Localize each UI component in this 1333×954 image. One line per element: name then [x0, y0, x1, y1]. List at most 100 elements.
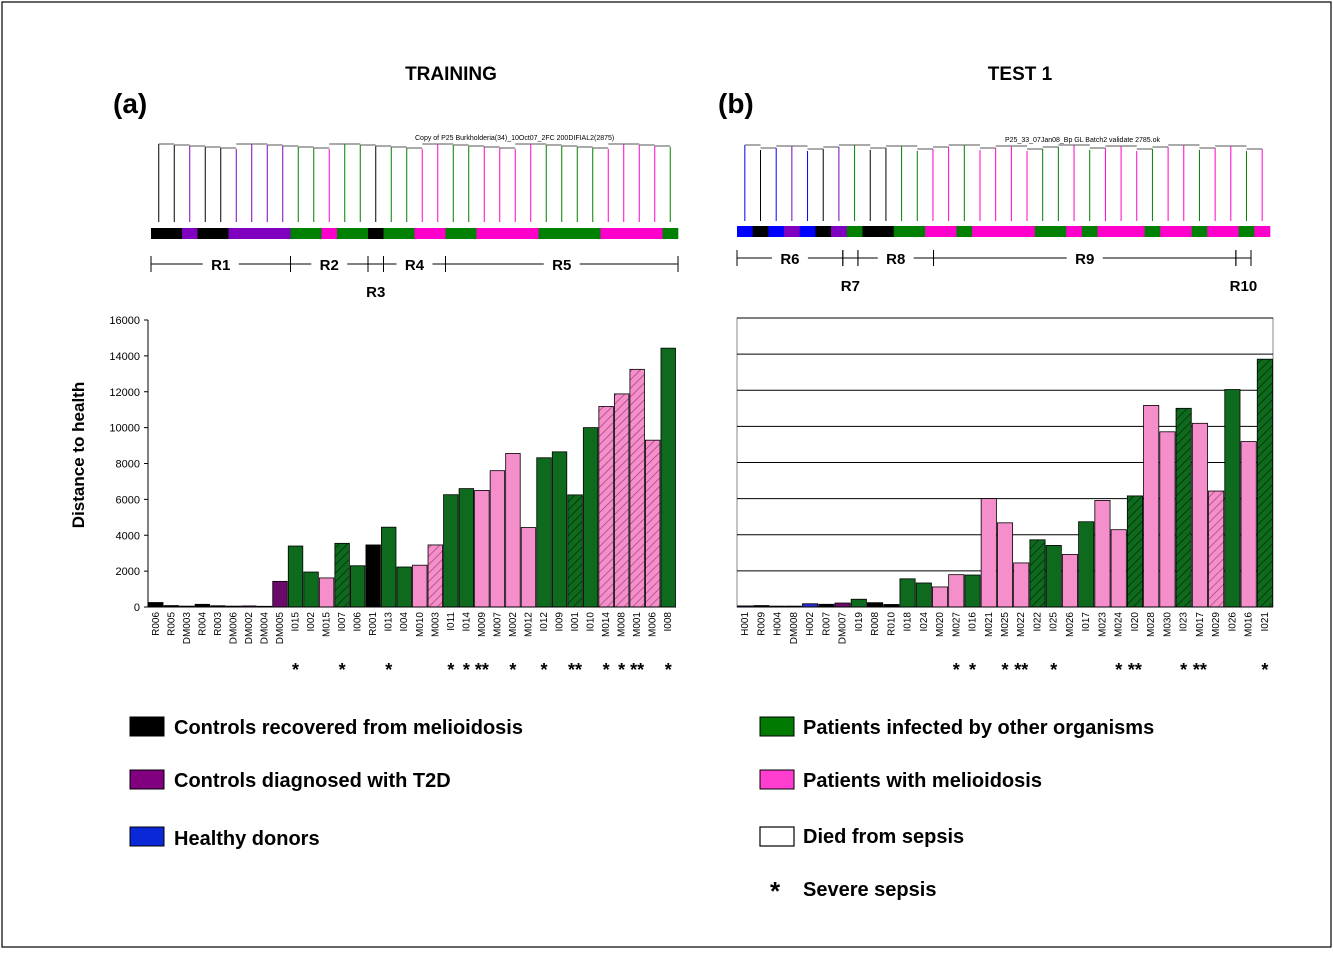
x-tick-label: M030 [1162, 612, 1173, 637]
severe-sepsis-mark: ** [568, 660, 582, 680]
strip-cell [1019, 226, 1036, 237]
region-label: R8 [886, 251, 905, 268]
strip-cell [972, 226, 989, 237]
legend-swatch-died-sepsis [759, 826, 795, 847]
x-tick-label: DM005 [275, 612, 286, 645]
x-tick-label: I006 [353, 612, 364, 632]
bar [915, 582, 932, 608]
strip-cell [507, 228, 524, 239]
region-label: R9 [1075, 251, 1094, 268]
bar [948, 574, 965, 608]
severe-sepsis-mark: * [665, 660, 672, 680]
x-tick-label: M001 [632, 612, 643, 637]
panel-b-dendrogram-caption: P25_33_07Jan08_Bp GL Batch2 validate 278… [1005, 137, 1161, 144]
x-tick-label: I004 [399, 612, 410, 632]
bar [629, 368, 645, 608]
bar [899, 578, 916, 608]
bar [645, 439, 661, 608]
strip-cell [585, 228, 601, 239]
bar [964, 574, 981, 608]
legend-severe-sepsis-symbol: * [770, 876, 781, 906]
bar [867, 602, 884, 608]
bar [1191, 422, 1208, 608]
x-tick-label: DM006 [228, 612, 239, 645]
chart-a: 0 2000 4000 6000 8000 10000 12000 14000 16000 R00… [109, 315, 676, 680]
strip-cell [1160, 226, 1177, 237]
strip-cell [430, 228, 446, 239]
strip-cell [909, 226, 926, 237]
bar [1013, 562, 1030, 608]
strip-cell [1175, 226, 1192, 237]
bar [272, 580, 288, 608]
bar [396, 566, 412, 608]
x-tick-label: M010 [415, 612, 426, 637]
x-tick-label: M012 [523, 612, 534, 637]
strip-cell [768, 226, 785, 237]
legend-swatch-other-organisms [759, 716, 795, 737]
bar [287, 545, 304, 608]
severe-sepsis-mark: * [540, 660, 547, 680]
strip-cell [1191, 226, 1208, 237]
severe-sepsis-mark: * [618, 660, 625, 680]
x-tick-label: I002 [306, 612, 317, 632]
x-tick-label: DM007 [838, 612, 849, 645]
panel-b-heading: TEST 1 [988, 64, 1053, 85]
x-tick-label: M006 [648, 612, 659, 637]
strip-cell [275, 228, 291, 239]
bar [598, 406, 614, 608]
strip-cell [213, 228, 229, 239]
x-tick-label: I025 [1049, 612, 1060, 632]
strip-cell [1034, 226, 1051, 237]
x-tick-label: DM003 [182, 612, 193, 645]
strip-cell [321, 228, 338, 239]
severe-sepsis-mark: * [509, 660, 516, 680]
severe-sepsis-mark: * [1001, 660, 1008, 680]
strip-cell [259, 228, 276, 239]
region-label: R1 [211, 257, 230, 274]
bar [850, 598, 867, 608]
strip-cell [940, 226, 957, 237]
strip-cell [737, 226, 753, 237]
severe-sepsis-mark: * [603, 660, 610, 680]
legend-swatch-healthy-donors [129, 826, 165, 847]
bar [412, 564, 428, 608]
strip-cell [151, 228, 167, 239]
panel-a-dendrogram [158, 143, 671, 222]
x-tick-label: I021 [1260, 612, 1271, 632]
x-tick-label: M021 [984, 612, 995, 637]
bar [660, 347, 676, 608]
strip-cell [1128, 226, 1145, 237]
strip-cell [600, 228, 617, 239]
y-tick-label: 4000 [116, 530, 140, 542]
x-tick-label: I022 [1032, 612, 1043, 632]
strip-cell [1003, 226, 1020, 237]
x-tick-label: I010 [586, 612, 597, 632]
strip-cell [523, 228, 539, 239]
bar [1061, 554, 1078, 608]
bar [834, 602, 851, 608]
severe-sepsis-mark: * [385, 660, 392, 680]
severe-sepsis-mark: * [463, 660, 470, 680]
legend-label-healthy-donors: Healthy donors [174, 828, 320, 850]
region-label: R7 [841, 278, 860, 295]
strip-cell [893, 226, 910, 237]
severe-sepsis-mark: * [1261, 660, 1268, 680]
strip-cell [987, 226, 1004, 237]
strip-cell [662, 228, 679, 239]
x-tick-label: R009 [756, 612, 767, 636]
bar [489, 470, 506, 608]
region-label: R10 [1230, 278, 1258, 295]
strip-cell [492, 228, 508, 239]
x-tick-label: I024 [919, 612, 930, 632]
bar [1126, 495, 1143, 608]
region-label: R2 [320, 257, 339, 274]
strip-cell [368, 228, 384, 239]
bar [1224, 389, 1241, 608]
severe-sepsis-mark: * [953, 660, 960, 680]
y-tick-label: 10000 [109, 423, 140, 435]
panel-a-color-strip [151, 228, 679, 239]
severe-sepsis-mark: * [292, 660, 299, 680]
x-tick-label: R006 [151, 612, 162, 636]
x-tick-label: I011 [446, 612, 457, 631]
